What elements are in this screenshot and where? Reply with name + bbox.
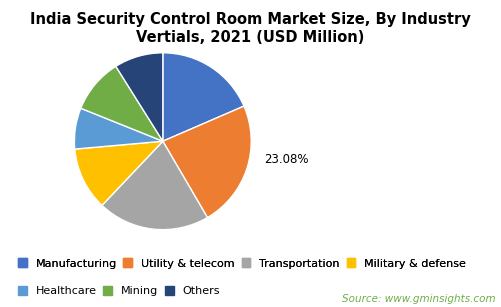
Wedge shape [116,53,163,141]
Wedge shape [81,66,163,141]
Wedge shape [75,141,163,205]
Wedge shape [163,106,251,218]
Legend: Healthcare, Mining, Others: Healthcare, Mining, Others [16,284,222,298]
Wedge shape [102,141,207,230]
Wedge shape [75,108,163,149]
Text: India Security Control Room Market Size, By Industry
Vertials, 2021 (USD Million: India Security Control Room Market Size,… [30,12,471,45]
Text: 23.08%: 23.08% [265,153,309,165]
Legend: Manufacturing, Utility & telecom, Transportation, Military & defense: Manufacturing, Utility & telecom, Transp… [16,256,468,271]
Text: Source: www.gminsights.com: Source: www.gminsights.com [342,294,496,304]
Wedge shape [163,53,244,141]
